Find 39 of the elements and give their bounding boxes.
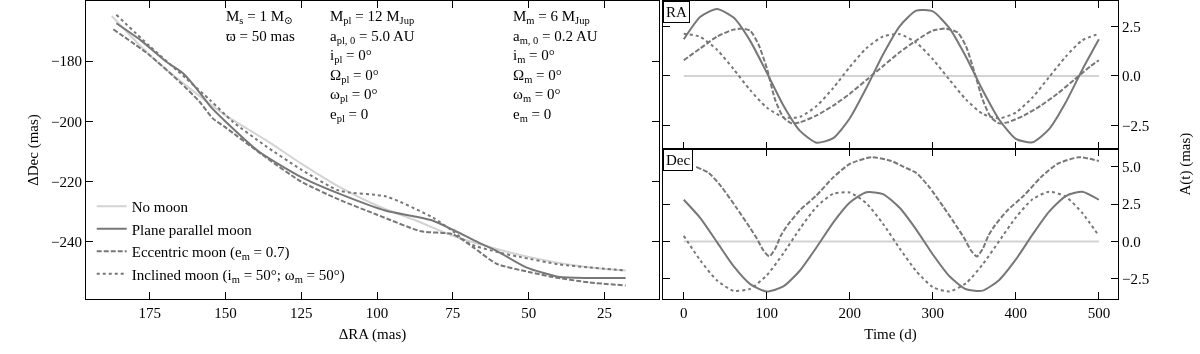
x-tick-label: 150 <box>214 305 237 322</box>
y-axis-title: A(t) (mas) <box>1177 132 1195 196</box>
y-tick-label: −180 <box>50 53 82 70</box>
y-tick-label: 0.0 <box>1122 68 1141 85</box>
x-tick-label: 200 <box>838 305 862 322</box>
y-tick-label: 2.5 <box>1122 196 1141 213</box>
x-tick-label: 300 <box>921 305 945 322</box>
legend-label: Eccentric moon (e$_{m}$ = 0.7) <box>131 244 290 263</box>
text: M$_{pl}$ = 12 M$_{Jup}$ a$_{pl, 0}$ = 5.0 AU i$_{pl}$ = 0° Ω$_{pl}$ = 0° ω$_{pl}$ = 0° e$_{pl}$ = 0 <box>330 8 415 124</box>
y-tick-label: 0.0 <box>1122 233 1141 250</box>
line-series <box>695 156 1100 258</box>
x-axis-title: ΔRA (mas) <box>338 326 407 344</box>
y-tick-label: 2.5 <box>1122 18 1141 35</box>
annotation: M$_{s}$ = 1 M$_{⊙}$ ϖ = 50 mas <box>226 8 295 44</box>
y-tick-label: −220 <box>50 173 82 190</box>
y-tick-label: −2.5 <box>1122 271 1150 288</box>
line-series <box>682 190 1100 293</box>
y-tick-label: −2.5 <box>1122 117 1150 134</box>
x-tick-label: 50 <box>521 305 537 322</box>
annotation: RA <box>666 4 687 20</box>
y-tick-label: 5.0 <box>1122 159 1141 176</box>
x-tick-label: 125 <box>290 305 313 322</box>
y-tick-label: −240 <box>50 234 82 251</box>
legend-label: Plane parallel moon <box>131 221 253 238</box>
x-tick-label: 500 <box>1087 305 1111 322</box>
x-axis-title: Time (d) <box>864 326 917 344</box>
y-axis-title: ΔDec (mas) <box>25 114 43 186</box>
annotation: Dec <box>666 152 691 168</box>
legend-label: No moon <box>131 199 189 216</box>
legend-label: Inclined moon (i$_{m}$ = 50°; ω$_{m}$ = 50°) <box>131 266 345 285</box>
x-tick-label: 0 <box>680 305 688 322</box>
x-tick-label: 175 <box>138 305 161 322</box>
text: M$_{m}$ = 6 M$_{Jup}$ a$_{m, 0}$ = 0.2 AU i$_{m}$ = 0° Ω$_{m}$ = 0° ω$_{m}$ = 0° e$_{m}$ = 0 <box>513 8 598 124</box>
x-tick-label: 25 <box>596 305 612 322</box>
x-tick-label: 100 <box>365 305 389 322</box>
y-tick-label: −200 <box>50 113 82 130</box>
x-tick-label: 75 <box>445 305 461 322</box>
x-tick-label: 400 <box>1004 305 1028 322</box>
x-tick-label: 100 <box>755 305 779 322</box>
